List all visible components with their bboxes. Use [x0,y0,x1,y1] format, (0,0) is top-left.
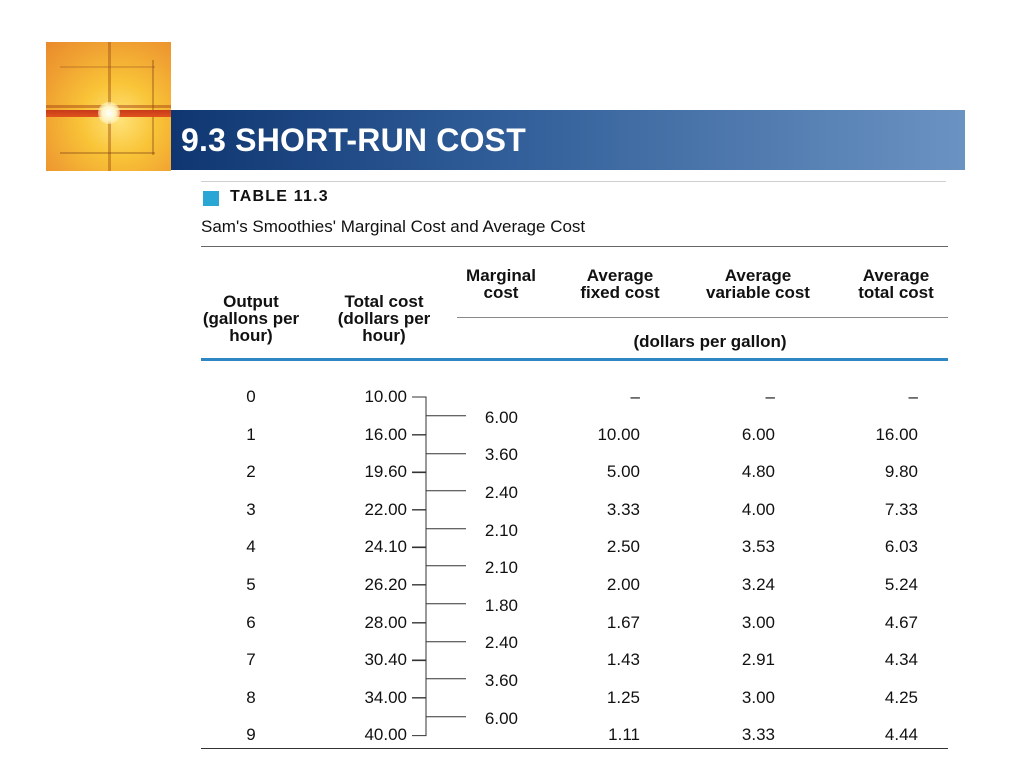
table-label: TABLE 11.3 [230,188,329,205]
marginal-cost-cell: 2.10 [484,520,518,540]
bracket-connector [412,584,466,624]
avc-cell: 3.53 [741,537,775,557]
header-average-variable-cost: Average variable cost [706,266,810,302]
marginal-cost-cell: 2.10 [484,558,518,578]
title-bar: 9.3 SHORT-RUN COST [171,110,965,170]
output-cell: 7 [246,650,256,670]
bracket-connector [412,509,466,548]
avc-cell: – [765,387,775,406]
divider [457,317,948,318]
output-cell: 1 [246,424,256,444]
divider [201,246,948,247]
afc-cell: 2.00 [606,575,640,594]
afc-cell: 10.00 [597,424,640,444]
afc-cell: 2.50 [606,537,640,557]
total-cost-cell: 22.00 [364,499,407,519]
marginal-cost-cell: 6.00 [484,407,518,427]
avc-cell: 4.80 [741,462,775,482]
header-output: Output (gallons per hour) [202,292,300,345]
atc-cell: 16.00 [875,424,918,444]
afc-cell: 1.67 [606,612,640,632]
atc-cell: 9.80 [884,462,918,482]
output-cell: 3 [246,499,256,519]
total-cost-cell: 26.20 [364,575,407,594]
divider [201,748,948,749]
avc-cell: 3.00 [741,612,775,632]
header-total-cost: Total cost (dollars per hour) [337,292,431,345]
output-cell: 2 [246,462,256,482]
output-cell: 8 [246,687,256,707]
output-cell: 4 [246,537,256,557]
bracket-connector [412,697,466,736]
atc-cell: 4.25 [884,687,918,707]
bracket-connector [412,622,466,661]
bracket-connector [412,659,466,699]
table-tag-square [203,191,219,206]
marginal-cost-cell: 6.00 [484,708,518,728]
output-cell: 5 [246,575,256,594]
header-marginal-cost: Marginal cost [466,266,536,302]
marginal-cost-cell: 2.40 [484,483,518,502]
marginal-cost-cell: 2.40 [484,633,518,653]
marginal-cost-cell: 1.80 [484,595,518,615]
total-cost-cell: 28.00 [364,612,407,632]
atc-cell: – [908,387,918,406]
header-rule [201,358,948,361]
avc-cell: 6.00 [741,424,775,444]
total-cost-cell: 10.00 [364,387,407,406]
total-cost-cell: 40.00 [364,725,407,745]
header-units: (dollars per gallon) [633,332,787,351]
atc-cell: 6.03 [884,537,918,557]
total-cost-cell: 19.60 [364,462,407,482]
total-cost-cell: 24.10 [364,537,407,557]
slide-title: 9.3 SHORT-RUN COST [181,122,526,158]
atc-cell: 5.24 [884,575,918,594]
bracket-connector [412,434,466,473]
atc-cell: 4.67 [884,612,918,632]
divider [201,181,946,182]
output-cell: 0 [246,387,256,406]
atc-cell: 4.44 [884,725,918,745]
marginal-cost-cell: 3.60 [484,671,518,690]
afc-cell: 1.25 [606,687,640,707]
atc-cell: 4.34 [884,650,918,670]
afc-cell: 5.00 [606,462,640,482]
avc-cell: 4.00 [741,499,775,519]
afc-cell: 1.11 [608,725,640,745]
bracket-connector [412,471,466,511]
avc-cell: 3.24 [741,575,775,594]
avc-cell: 3.00 [741,687,775,707]
bracket-connector [412,546,466,586]
table-caption: Sam's Smoothies' Marginal Cost and Avera… [201,217,586,236]
afc-cell: – [630,387,640,406]
output-cell: 9 [246,725,256,745]
avc-cell: 2.91 [741,650,775,670]
header-average-fixed-cost: Average fixed cost [580,266,660,302]
logo-image [46,42,171,171]
output-cell: 6 [246,612,256,632]
avc-cell: 3.33 [741,725,775,745]
atc-cell: 7.33 [884,499,918,519]
header-average-total-cost: Average total cost [858,266,934,302]
total-cost-cell: 30.40 [364,650,407,670]
afc-cell: 1.43 [606,650,640,670]
total-cost-cell: 16.00 [364,424,407,444]
total-cost-cell: 34.00 [364,687,407,707]
bracket-connector [412,396,466,436]
afc-cell: 3.33 [606,499,640,519]
marginal-cost-cell: 3.60 [484,445,518,465]
